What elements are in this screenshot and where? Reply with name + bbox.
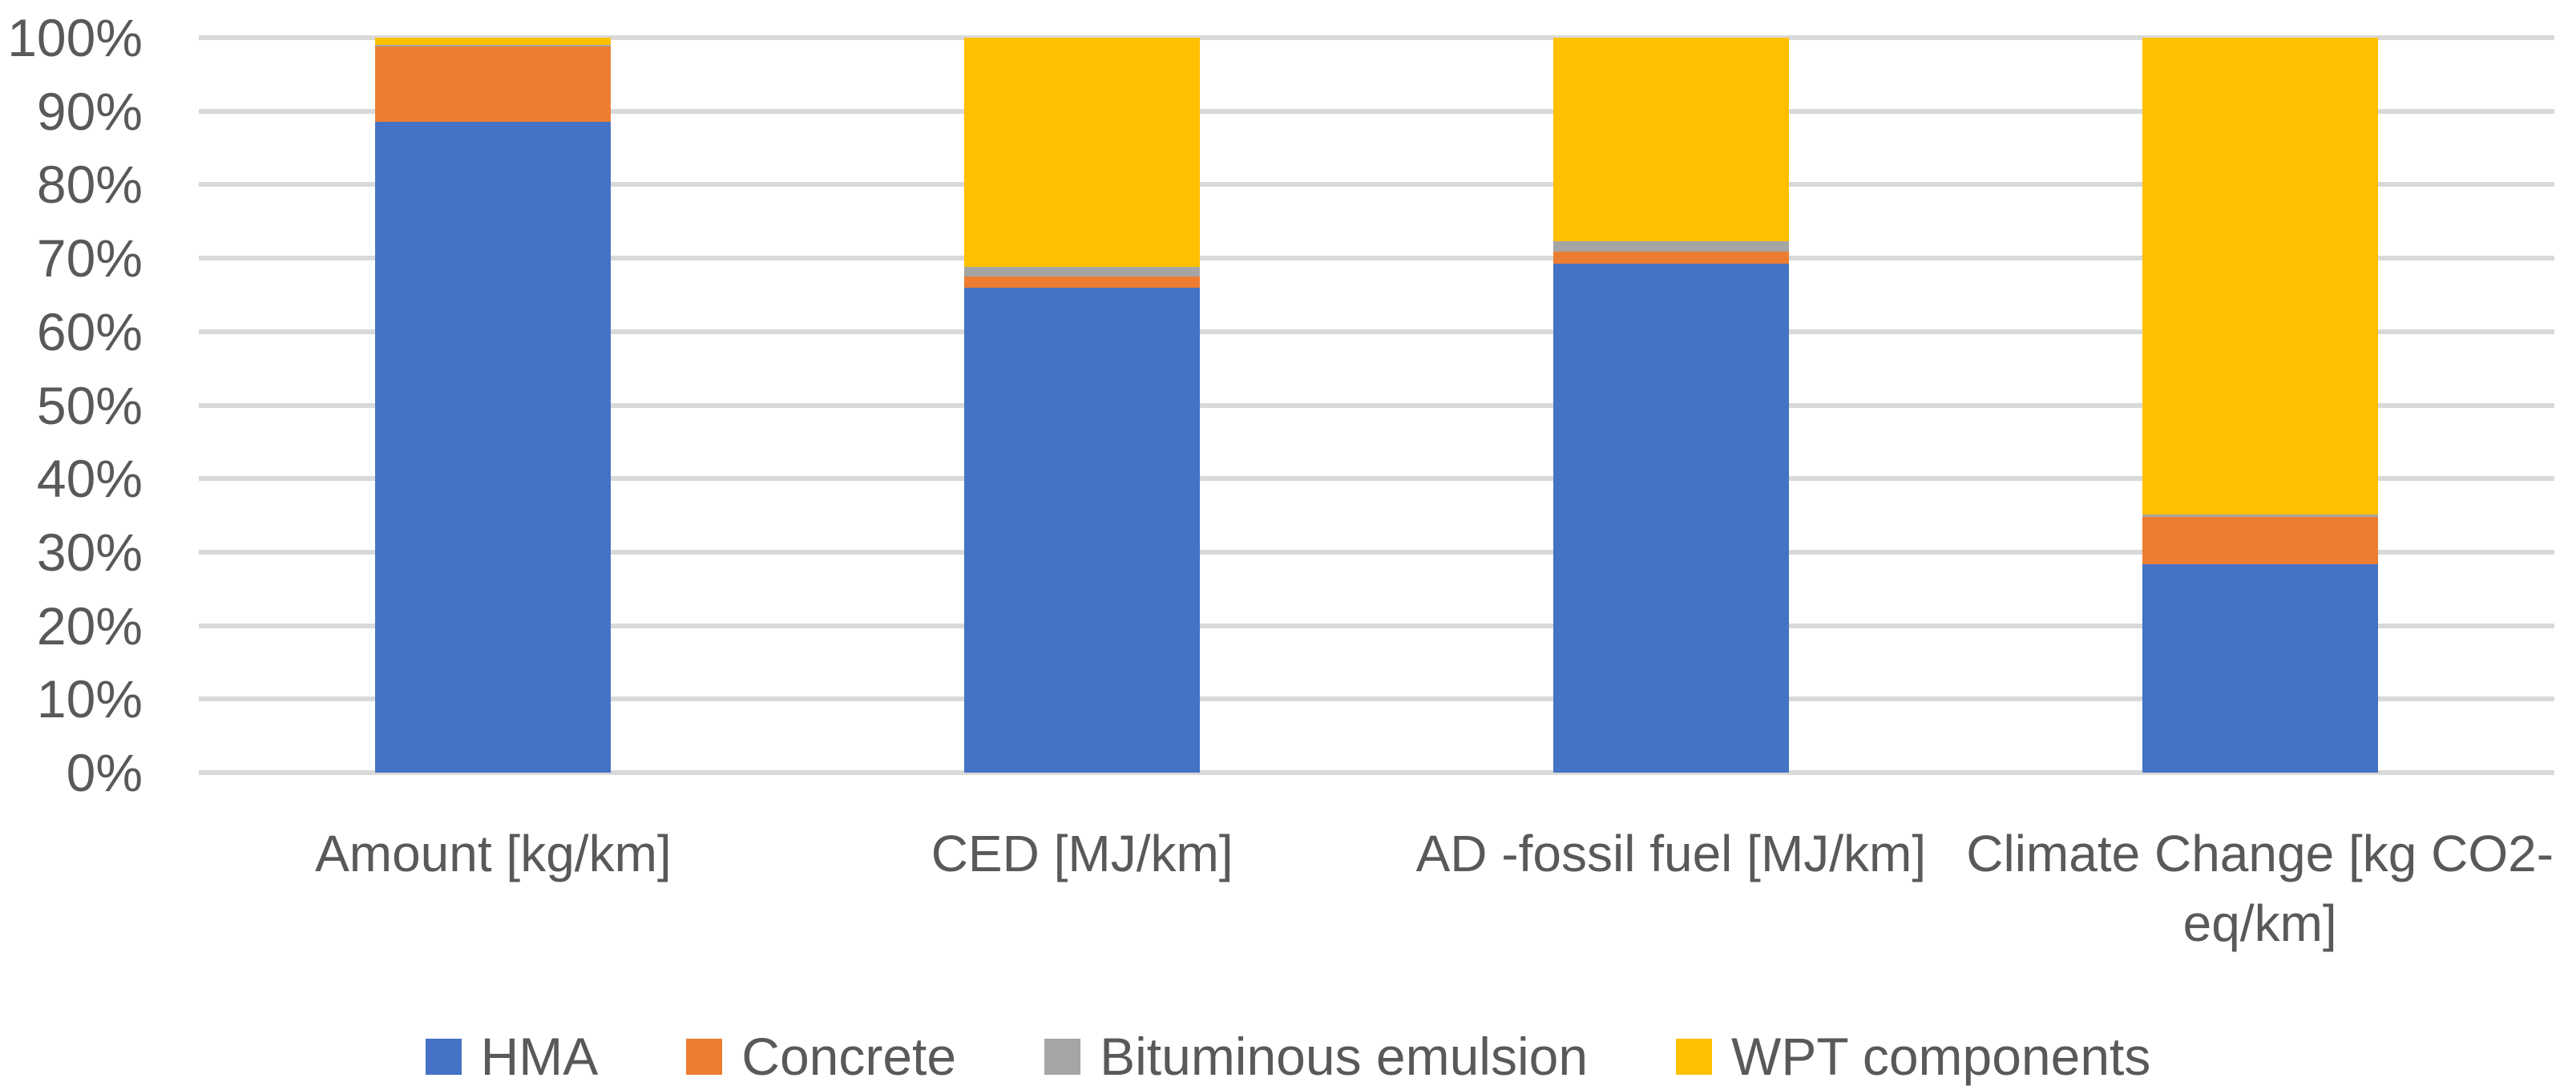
legend: HMA Concrete Bituminous emulsion WPT compon… [0,1028,2576,1084]
legend-swatch-hma [425,1038,462,1075]
bar-segment-concrete [375,46,612,123]
x-axis-label-climate-change-kg-co2-eq-km: Climate Change [kg CO2-eq/km] [1966,825,2554,952]
bar-segment-bituminous-emulsion [2142,515,2378,517]
y-axis-tick-label-90: 90% [36,81,143,141]
bar-segment-wpt-components [375,38,612,46]
gridline-10% [199,696,2554,702]
legend-swatch-bituminous-emulsion [1044,1038,1081,1075]
legend-item-wpt-components: WPT components [1676,1028,2150,1084]
gridline-100% [199,35,2554,40]
bar-segment-wpt-components [2142,38,2378,515]
x-axis-label-amount-kg-km: Amount [kg/km] [315,825,672,882]
bar-segment-hma [964,287,1201,773]
legend-item-bituminous-emulsion: Bituminous emulsion [1044,1028,1588,1084]
y-axis-tick-label-20: 20% [36,595,143,656]
y-axis-tick-label-80: 80% [36,155,143,215]
y-axis-tick-label-40: 40% [36,449,143,509]
y-axis-tick-label-0: 0% [66,743,143,802]
bar-segment-bituminous-emulsion [375,45,612,47]
gridline-40% [199,476,2554,482]
legend-swatch-wpt-components [1676,1038,1713,1075]
bar-segment-concrete [2142,516,2378,564]
bar-segment-bituminous-emulsion [964,267,1201,277]
bar-amount-kg-km [375,38,612,773]
bar-ced-mj-km [964,38,1201,773]
bar-ad-fossil-fuel-mj-km [1552,38,1789,773]
bar-segment-wpt-components [964,38,1201,268]
bar-segment-wpt-components [1552,38,1789,242]
x-axis-line [199,770,2554,775]
gridline-90% [199,108,2554,114]
y-axis-tick-label-100: 100% [7,8,143,67]
plot-area [199,35,2554,775]
bar-segment-bituminous-emulsion [1552,241,1789,252]
gridline-30% [199,549,2554,555]
bar-climate-change-kg-co2-eq-km [2142,38,2378,773]
bar-segment-concrete [1552,251,1789,264]
bar-segment-hma [1552,263,1789,773]
legend-item-label: WPT components [1731,1027,2151,1086]
gridline-70% [199,256,2554,261]
gridline-80% [199,182,2554,188]
legend-item-label: Concrete [741,1027,957,1086]
bar-segment-hma [375,122,612,773]
y-axis-tick-label-50: 50% [36,375,143,435]
y-axis-tick-label-60: 60% [36,301,143,361]
legend-item-label: HMA [480,1027,599,1086]
legend-item-concrete: Concrete [686,1028,956,1084]
y-axis-tick-label-10: 10% [36,669,143,729]
y-axis-tick-label-70: 70% [36,228,143,289]
bar-segment-hma [2142,563,2378,773]
legend-swatch-concrete [686,1038,723,1075]
y-axis-tick-label-30: 30% [36,522,143,582]
legend-item-hma: HMA [425,1027,599,1086]
gridline-20% [199,623,2554,628]
legend-item-label: Bituminous emulsion [1100,1027,1589,1086]
bar-segment-concrete [964,277,1201,288]
x-axis-label-ced-mj-km: CED [MJ/km] [931,825,1233,882]
gridline-60% [199,329,2554,334]
gridline-50% [199,402,2554,408]
x-axis-label-ad-fossil-fuel-mj-km: AD -fossil fuel [MJ/km] [1415,825,1927,882]
